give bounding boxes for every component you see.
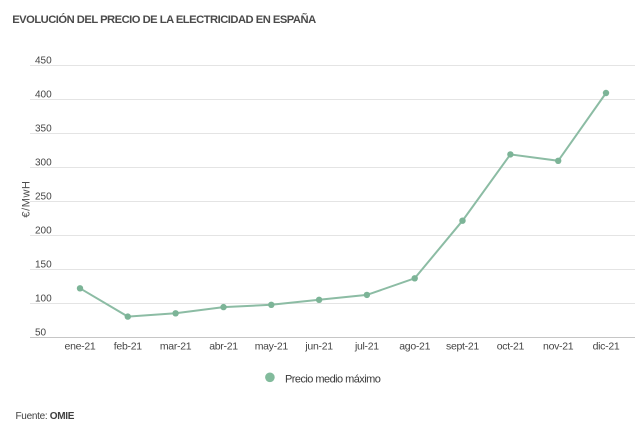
svg-text:300: 300 xyxy=(35,158,52,169)
svg-text:EVOLUCIÓN DEL PRECIO DE LA ELE: EVOLUCIÓN DEL PRECIO DE LA ELECTRICIDAD … xyxy=(12,13,316,26)
svg-text:50: 50 xyxy=(35,328,47,339)
svg-text:150: 150 xyxy=(35,260,52,271)
svg-text:dic-21: dic-21 xyxy=(593,341,620,353)
svg-text:nov-21: nov-21 xyxy=(543,341,574,353)
svg-text:may-21: may-21 xyxy=(255,341,289,353)
svg-text:€/MwH: €/MwH xyxy=(21,180,33,217)
svg-text:feb-21: feb-21 xyxy=(114,341,142,353)
svg-text:400: 400 xyxy=(35,90,52,101)
svg-text:abr-21: abr-21 xyxy=(209,341,238,353)
svg-text:jul-21: jul-21 xyxy=(354,341,379,353)
svg-text:ago-21: ago-21 xyxy=(399,341,430,353)
svg-text:350: 350 xyxy=(35,124,52,135)
svg-text:450: 450 xyxy=(35,56,52,67)
svg-text:jun-21: jun-21 xyxy=(304,341,333,353)
svg-text:250: 250 xyxy=(35,192,52,203)
svg-text:sept-21: sept-21 xyxy=(446,341,479,353)
svg-text:ene-21: ene-21 xyxy=(65,341,96,353)
svg-text:200: 200 xyxy=(35,226,52,237)
svg-text:oct-21: oct-21 xyxy=(497,341,525,353)
svg-text:Precio medio máximo: Precio medio máximo xyxy=(285,373,381,385)
svg-text:mar-21: mar-21 xyxy=(160,341,192,353)
svg-text:Fuente: OMIE: Fuente: OMIE xyxy=(16,411,75,422)
svg-text:100: 100 xyxy=(35,294,52,305)
